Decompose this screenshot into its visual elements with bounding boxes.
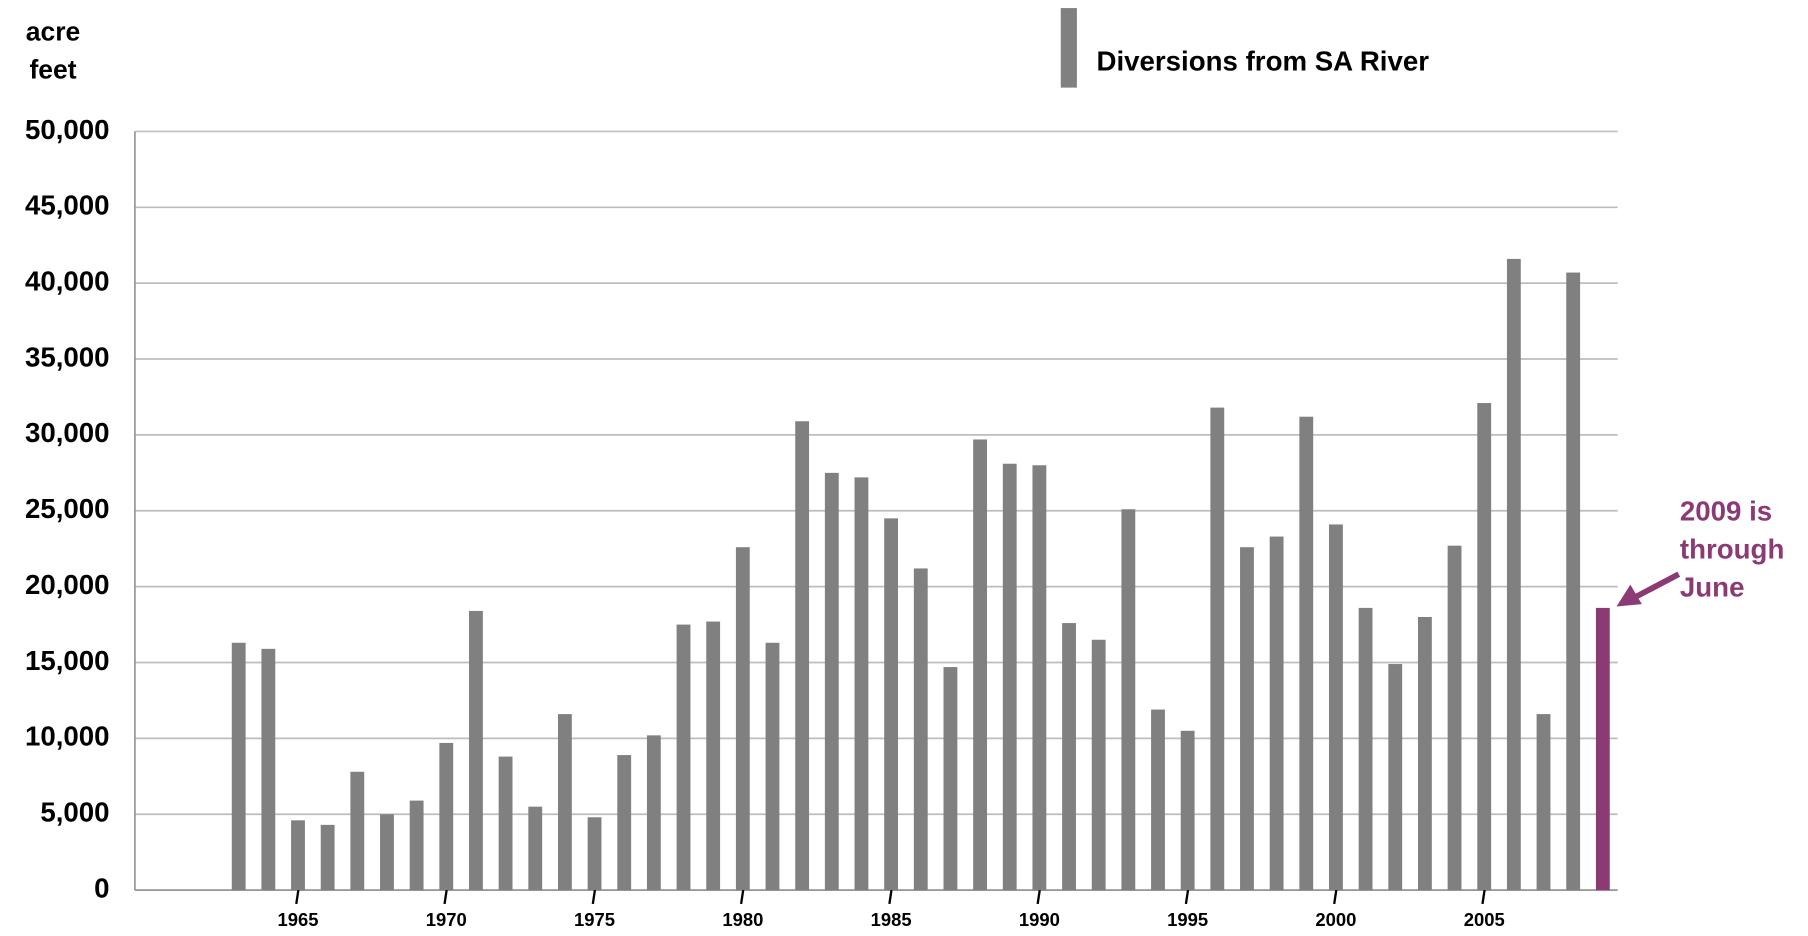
y-tick-label: 25,000 xyxy=(25,493,110,524)
y-tick-label: 45,000 xyxy=(25,190,110,221)
legend-label: Diversions from SA River xyxy=(1097,46,1430,77)
plot: acre feet 0 5,000 10,000 15,000 20,000 25,000 30… xyxy=(25,8,1784,930)
bar xyxy=(1002,463,1017,891)
bar xyxy=(765,642,780,891)
x-tick-label: 1965 xyxy=(277,909,318,930)
bar xyxy=(557,714,572,891)
x-tick-label: 1995 xyxy=(1167,909,1208,930)
y-tick-label: 40,000 xyxy=(25,265,110,296)
bar xyxy=(1299,416,1314,891)
bar xyxy=(1388,664,1403,891)
bar xyxy=(1447,545,1462,891)
bar xyxy=(1180,730,1195,891)
bar xyxy=(943,667,958,891)
bar xyxy=(1210,407,1225,891)
bar xyxy=(1121,509,1136,891)
bar xyxy=(409,800,424,891)
bar xyxy=(1477,403,1492,891)
bar xyxy=(1566,272,1581,891)
bar xyxy=(1536,714,1551,891)
annotation-arrowhead xyxy=(1616,584,1642,607)
annotation-text: June xyxy=(1680,571,1745,602)
bar xyxy=(1151,709,1165,891)
bar xyxy=(1240,547,1254,891)
x-tick-label: 1975 xyxy=(574,909,615,930)
bar xyxy=(884,518,899,891)
bar xyxy=(706,621,721,891)
bar xyxy=(1417,616,1432,891)
y-tick-label: 15,000 xyxy=(25,645,110,676)
y-tick-label: 0 xyxy=(94,872,109,903)
x-tick-label: 1985 xyxy=(871,909,912,930)
bar xyxy=(973,439,987,891)
bar xyxy=(439,742,454,891)
bar xyxy=(231,642,246,891)
bar xyxy=(528,806,543,891)
bar xyxy=(1358,607,1373,891)
bar xyxy=(854,477,869,891)
legend-marker xyxy=(1060,8,1077,88)
y-tick-label: 10,000 xyxy=(25,721,110,752)
bar xyxy=(1091,639,1106,891)
annotation-arrow xyxy=(1633,571,1681,600)
bar xyxy=(1269,536,1284,891)
bar xyxy=(498,756,513,891)
x-tick-label: 2005 xyxy=(1464,909,1505,930)
bar xyxy=(795,421,810,891)
bar xyxy=(676,624,691,891)
bar xyxy=(617,755,632,891)
bar xyxy=(913,568,928,891)
x-tick-label: 1970 xyxy=(426,909,467,930)
annotation-text: 2009 is xyxy=(1680,495,1772,526)
y-tick-label: 50,000 xyxy=(25,114,110,145)
bar xyxy=(380,814,394,891)
bar xyxy=(735,547,750,891)
x-tick-label: 1990 xyxy=(1019,909,1060,930)
bar xyxy=(291,820,305,891)
bar xyxy=(587,817,602,891)
y-tick-label: 20,000 xyxy=(25,569,110,600)
bar xyxy=(261,648,276,891)
bar xyxy=(1062,623,1076,891)
y-tick-label: 30,000 xyxy=(25,417,110,448)
bar xyxy=(320,824,335,891)
bar xyxy=(1595,607,1610,891)
y-tick-label: 35,000 xyxy=(25,341,110,372)
y-tick-label: 5,000 xyxy=(40,797,109,828)
bar xyxy=(350,771,365,891)
bar xyxy=(824,472,839,891)
bar xyxy=(469,610,483,891)
annotation-text: through xyxy=(1680,533,1784,564)
x-tick-label: 1980 xyxy=(722,909,763,930)
bar xyxy=(1329,524,1343,891)
bar xyxy=(1032,465,1047,891)
x-tick-label: 2000 xyxy=(1315,909,1356,930)
y-axis-label: feet xyxy=(29,54,76,84)
bar xyxy=(1506,258,1521,891)
bar xyxy=(646,735,661,891)
y-axis-label: acre xyxy=(26,16,81,46)
